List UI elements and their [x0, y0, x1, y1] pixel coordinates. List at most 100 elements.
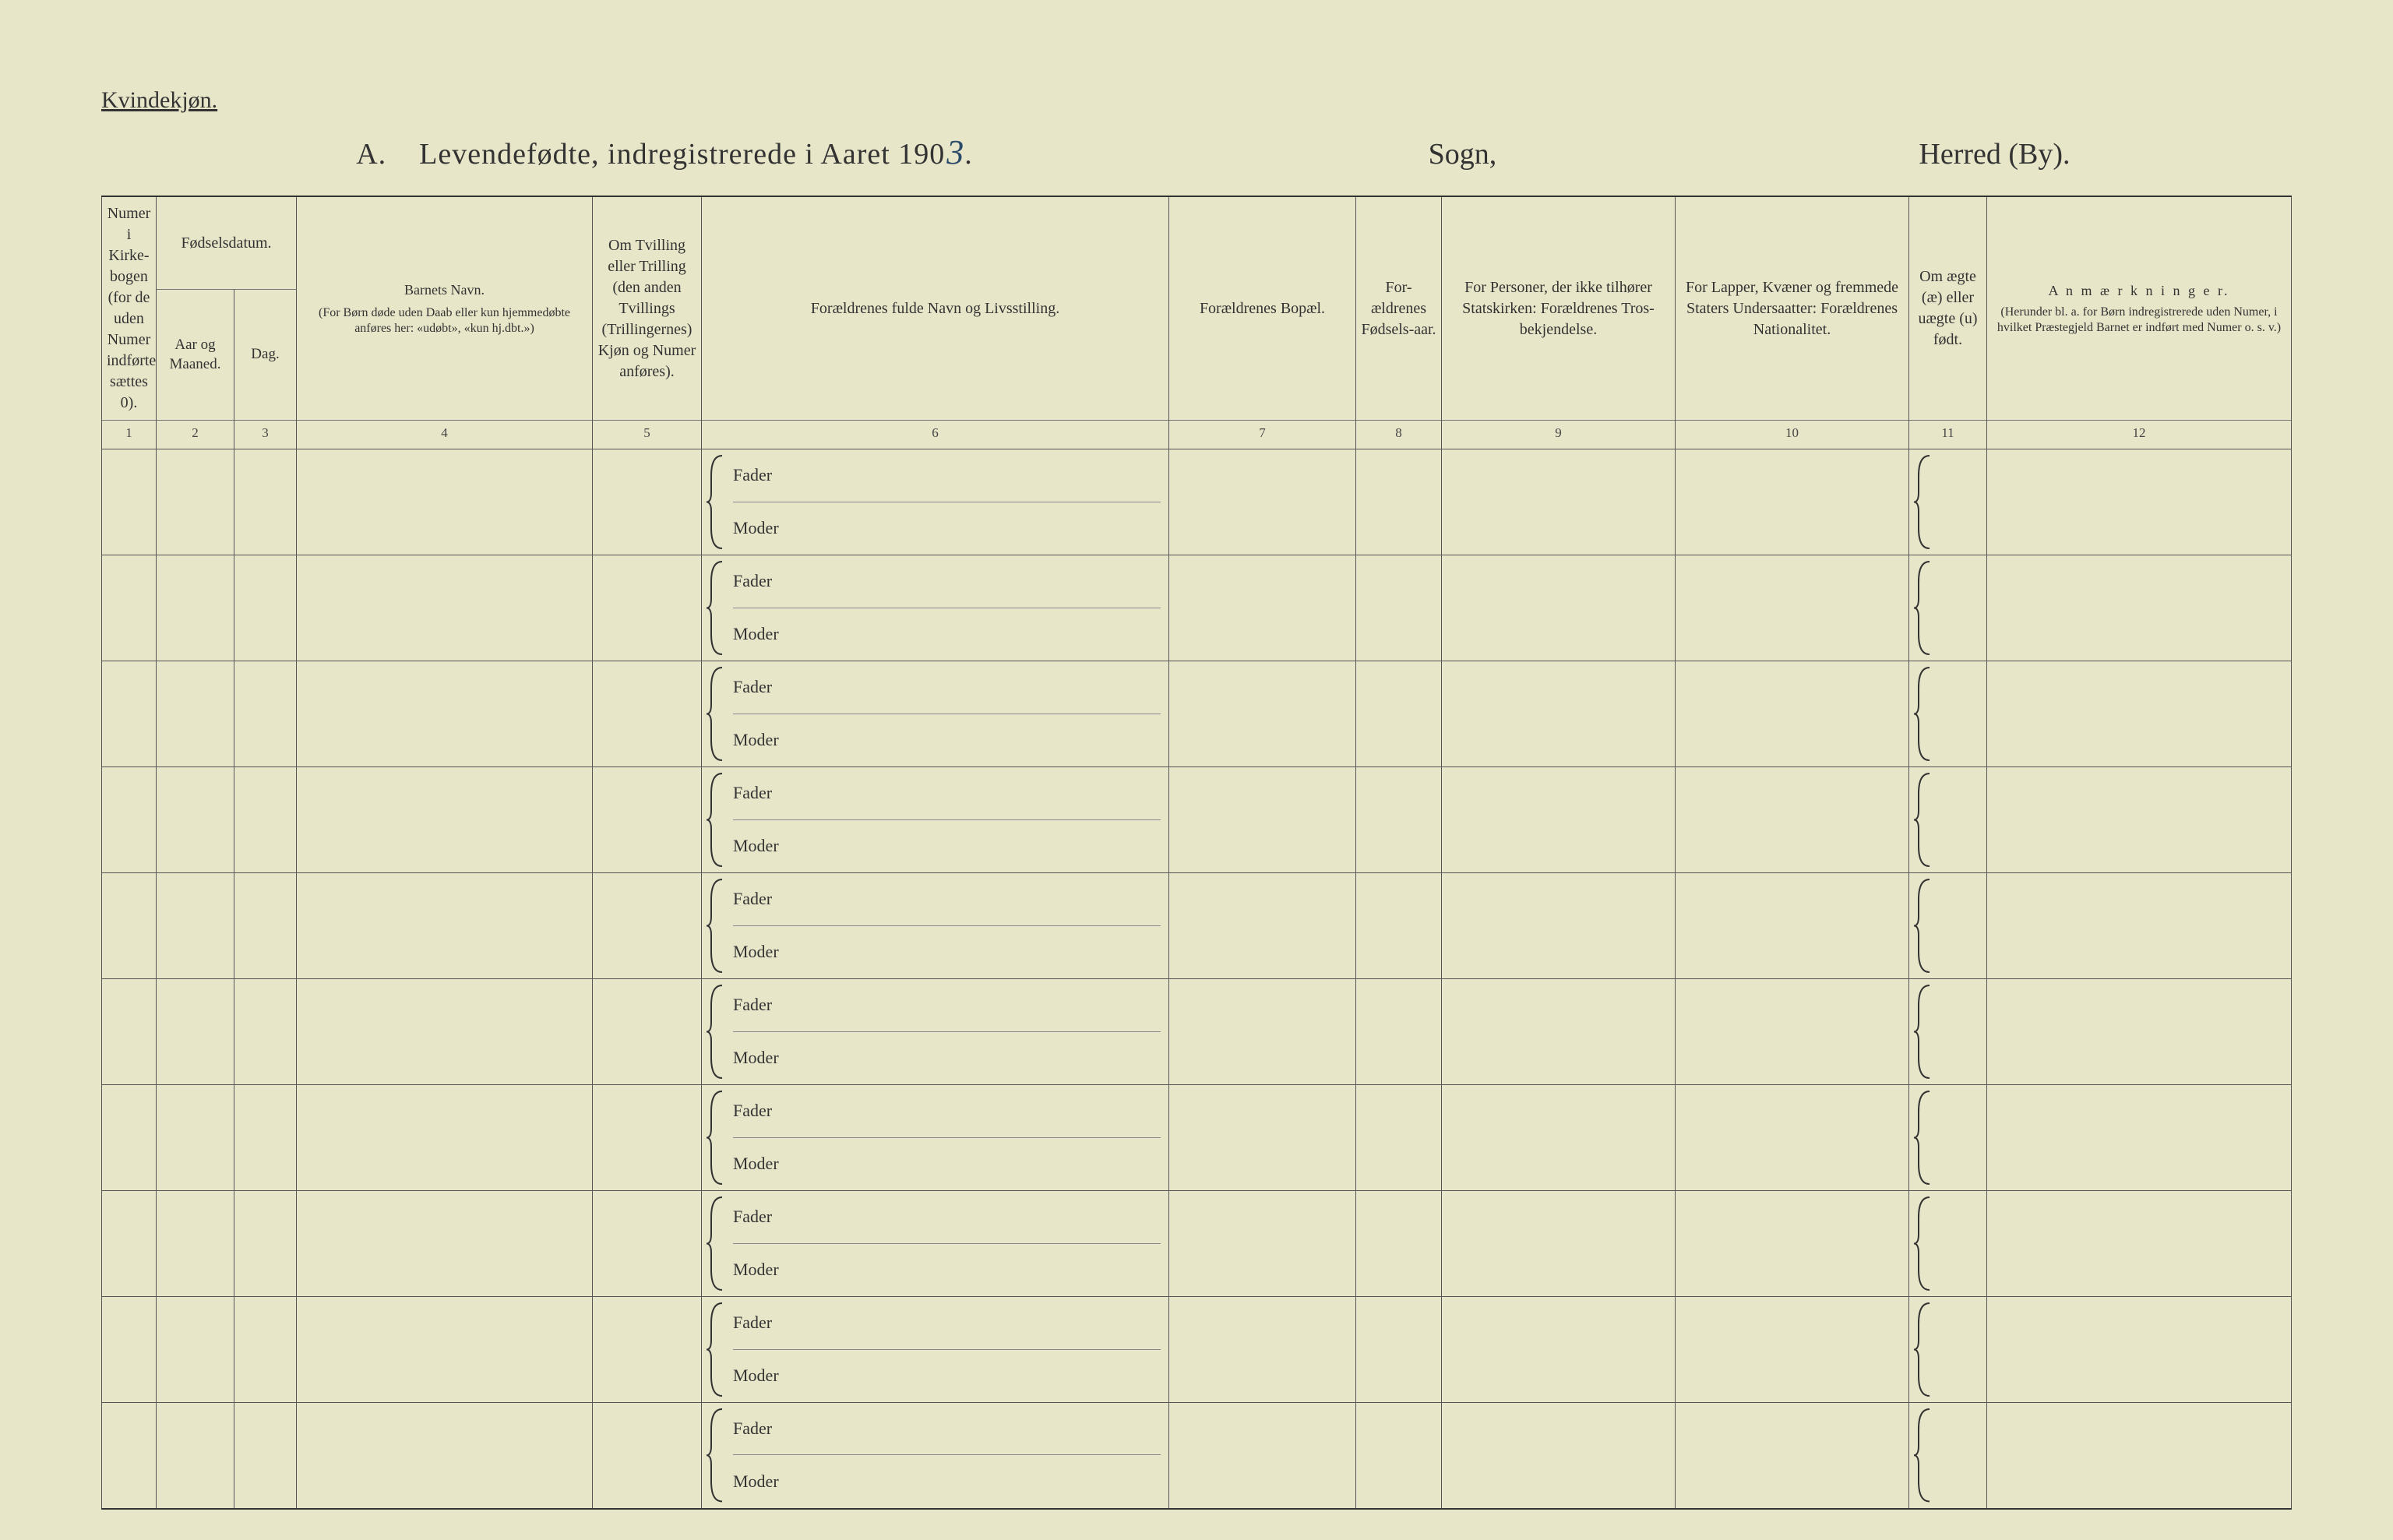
brace-icon: [707, 1302, 727, 1397]
col-12-header: A n m æ r k n i n g e r. (Herunder bl. a…: [1987, 196, 2292, 421]
cell-c12: [1987, 1191, 2292, 1297]
brace-icon: [1914, 1196, 1934, 1292]
fader-label: Fader: [733, 1101, 803, 1121]
table-row: FaderModer: [102, 979, 2292, 1085]
cell-c1: [102, 767, 157, 873]
cell-c7: [1169, 1297, 1356, 1403]
cell-c11: [1909, 555, 1987, 661]
cell-c1: [102, 661, 157, 767]
table-row: FaderModer: [102, 1297, 2292, 1403]
cell-c4: [297, 555, 593, 661]
cell-c1: [102, 449, 157, 555]
cell-c11: [1909, 1403, 1987, 1509]
cell-c12: [1987, 449, 2292, 555]
col-11-header: Om ægte (æ) eller uægte (u) født.: [1909, 196, 1987, 421]
col-num-5: 5: [593, 421, 702, 449]
cell-c10: [1676, 449, 1909, 555]
col-2-3-group-header: Fødselsdatum.: [157, 196, 297, 290]
cell-c12: [1987, 1297, 2292, 1403]
fader-label: Fader: [733, 889, 803, 909]
cell-c8: [1356, 1191, 1442, 1297]
cell-c12: [1987, 1085, 2292, 1191]
cell-c5: [593, 1191, 702, 1297]
cell-c3: [234, 767, 297, 873]
brace-icon: [1914, 560, 1934, 656]
col-num-9: 9: [1442, 421, 1676, 449]
cell-c6: FaderModer: [702, 1085, 1169, 1191]
cell-c4: [297, 767, 593, 873]
cell-c1: [102, 1403, 157, 1509]
table-row: FaderModer: [102, 555, 2292, 661]
cell-c3: [234, 555, 297, 661]
sogn-label: Sogn,: [1196, 137, 1729, 171]
cell-c10: [1676, 1403, 1909, 1509]
cell-c2: [157, 1085, 234, 1191]
table-row: FaderModer: [102, 661, 2292, 767]
cell-c10: [1676, 1085, 1909, 1191]
cell-c3: [234, 1085, 297, 1191]
cell-c5: [593, 1297, 702, 1403]
cell-c7: [1169, 555, 1356, 661]
cell-c8: [1356, 661, 1442, 767]
cell-c12: [1987, 873, 2292, 979]
brace-icon: [707, 984, 727, 1080]
cell-c1: [102, 979, 157, 1085]
table-row: Fader Moder: [102, 1403, 2292, 1509]
col-num-2: 2: [157, 421, 234, 449]
cell-c12: [1987, 767, 2292, 873]
fader-label: Fader: [733, 995, 803, 1015]
cell-c11: [1909, 873, 1987, 979]
cell-c9: [1442, 449, 1676, 555]
cell-c4: [297, 979, 593, 1085]
cell-c4: [297, 1297, 593, 1403]
brace-icon: [707, 454, 727, 550]
cell-c8: [1356, 979, 1442, 1085]
fader-label: Fader: [733, 1418, 803, 1439]
title-row: A. Levendefødte, indregistrerede i Aaret…: [101, 132, 2292, 172]
cell-c8: [1356, 555, 1442, 661]
cell-c8: [1356, 767, 1442, 873]
brace-icon: [707, 1196, 727, 1292]
brace-icon: [1914, 772, 1934, 868]
cell-c2: [157, 1191, 234, 1297]
moder-label: Moder: [733, 1471, 803, 1492]
cell-c8: [1356, 449, 1442, 555]
col-2-header: Aar og Maaned.: [157, 290, 234, 421]
cell-c11: [1909, 1297, 1987, 1403]
cell-c6: FaderModer: [702, 449, 1169, 555]
cell-c9: [1442, 1297, 1676, 1403]
cell-c2: [157, 979, 234, 1085]
cell-c10: [1676, 767, 1909, 873]
cell-c1: [102, 1191, 157, 1297]
cell-c2: [157, 1403, 234, 1509]
brace-icon: [1914, 666, 1934, 762]
cell-c9: [1442, 555, 1676, 661]
col-12-header-main: A n m æ r k n i n g e r.: [1992, 281, 2286, 300]
cell-c6: FaderModer: [702, 1297, 1169, 1403]
col-num-1: 1: [102, 421, 157, 449]
fader-label: Fader: [733, 783, 803, 803]
cell-c3: [234, 449, 297, 555]
cell-c2: [157, 661, 234, 767]
col-1-header: Numer i Kirke-bogen (for de uden Numer i…: [102, 196, 157, 421]
cell-c10: [1676, 873, 1909, 979]
col-3-header: Dag.: [234, 290, 297, 421]
cell-c12: [1987, 555, 2292, 661]
cell-c6: FaderModer: [702, 873, 1169, 979]
cell-c10: [1676, 661, 1909, 767]
table-row: FaderModer: [102, 1191, 2292, 1297]
cell-c5: [593, 555, 702, 661]
fader-label: Fader: [733, 571, 803, 591]
cell-c4: [297, 661, 593, 767]
cell-c4: [297, 449, 593, 555]
cell-c3: [234, 1403, 297, 1509]
cell-c7: [1169, 979, 1356, 1085]
cell-c1: [102, 555, 157, 661]
cell-c7: [1169, 1191, 1356, 1297]
brace-icon: [1914, 878, 1934, 974]
brace-icon: [1914, 1408, 1934, 1503]
title-text: Levendefødte, indregistrerede i Aaret 19…: [419, 138, 945, 171]
herred-label: Herred (By).: [1729, 137, 2261, 171]
col-4-header: Barnets Navn. (For Børn døde uden Daab e…: [297, 196, 593, 421]
col-num-10: 10: [1676, 421, 1909, 449]
